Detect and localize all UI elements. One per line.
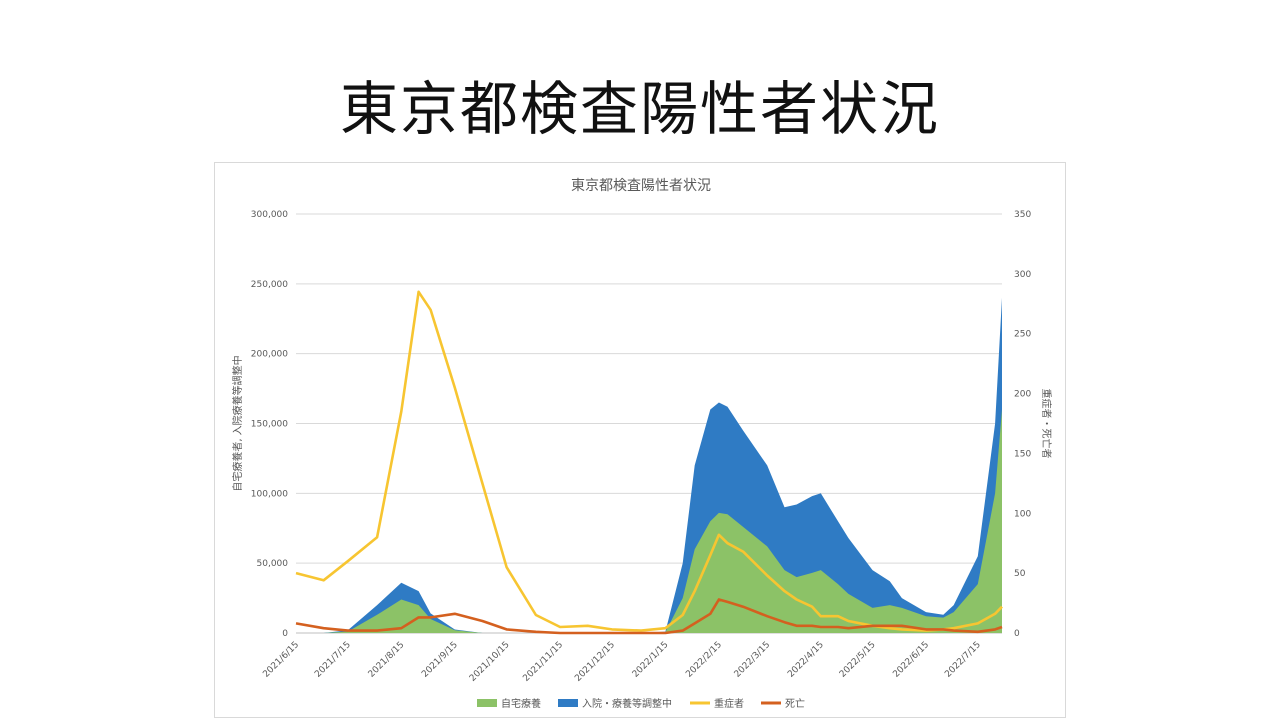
y-tick-label: 150,000 (251, 420, 288, 430)
x-tick-label: 2022/4/15 (786, 640, 826, 680)
right-axis-title: 重症者・死亡者 (1040, 389, 1053, 459)
x-tick-label: 2022/5/15 (838, 640, 878, 680)
x-tick-label: 2022/7/15 (943, 640, 983, 680)
left-axis-ticks: 0 50,000 100,000 150,000 200,000 250,000 300,0… (251, 210, 288, 639)
legend-label: 重症者 (714, 697, 744, 710)
x-tick-label: 2022/3/15 (733, 640, 773, 680)
y-tick-label: 200,000 (251, 350, 288, 360)
x-tick-label: 2021/9/15 (420, 640, 460, 680)
x-tick-label: 2021/11/15 (521, 640, 565, 684)
y-tick-label: 250,000 (251, 280, 288, 290)
y-tick-label: 100,000 (251, 489, 288, 499)
chart-frame: 東京都検査陽性者状況 0 50,000 100,000 150,000 200,000 2… (214, 162, 1066, 718)
y-tick-label: 0 (282, 629, 288, 639)
y-tick-label: 50,000 (257, 559, 289, 569)
line-deaths (295, 598, 1003, 635)
area-series (296, 297, 1002, 633)
gridlines (296, 213, 1002, 634)
area-hospital-adjusting (296, 297, 1002, 633)
line-severe (295, 290, 1003, 632)
right-axis-ticks: 0 50 100 150 200 250 300 350 (1014, 210, 1031, 639)
y-tick-label: 300,000 (251, 210, 288, 220)
y2-tick-label: 250 (1014, 330, 1031, 340)
legend-label: 自宅療養 (501, 697, 541, 710)
x-tick-label: 2021/12/15 (573, 640, 617, 684)
legend-label: 入院・療養等調整中 (582, 697, 672, 710)
y2-tick-label: 150 (1014, 449, 1031, 459)
x-tick-label: 2021/7/15 (313, 640, 353, 680)
y2-tick-label: 0 (1014, 629, 1020, 639)
chart-svg: 東京都検査陽性者状況 0 50,000 100,000 150,000 200,000 2… (231, 178, 1053, 710)
x-tick-label: 2021/10/15 (468, 640, 512, 684)
y2-tick-label: 200 (1014, 390, 1031, 400)
x-tick-label: 2021/6/15 (261, 640, 301, 680)
x-tick-label: 2022/1/15 (631, 640, 671, 680)
x-tick-label: 2022/6/15 (891, 640, 931, 680)
line-series (295, 290, 1003, 635)
legend-swatch (477, 699, 497, 707)
y2-tick-label: 300 (1014, 270, 1031, 280)
y2-tick-label: 100 (1014, 509, 1031, 519)
x-axis-ticks: 2021/6/15 2021/7/15 2021/8/15 2021/9/15 2021… (261, 640, 983, 684)
left-axis-title: 自宅療養者, 入院療養等調整中 (231, 355, 244, 491)
x-tick-label: 2022/2/15 (684, 640, 724, 680)
slide-title: 東京都検査陽性者状況 (339, 75, 940, 143)
area-home-care (296, 409, 1002, 633)
chart-title: 東京都検査陽性者状況 (571, 178, 711, 194)
legend-label: 死亡 (785, 697, 805, 710)
y2-tick-label: 350 (1014, 210, 1031, 220)
legend-swatch (558, 699, 578, 707)
y2-tick-label: 50 (1014, 569, 1026, 579)
legend: 自宅療養 入院・療養等調整中 重症者 死亡 (477, 697, 805, 710)
x-tick-label: 2021/8/15 (367, 640, 407, 680)
